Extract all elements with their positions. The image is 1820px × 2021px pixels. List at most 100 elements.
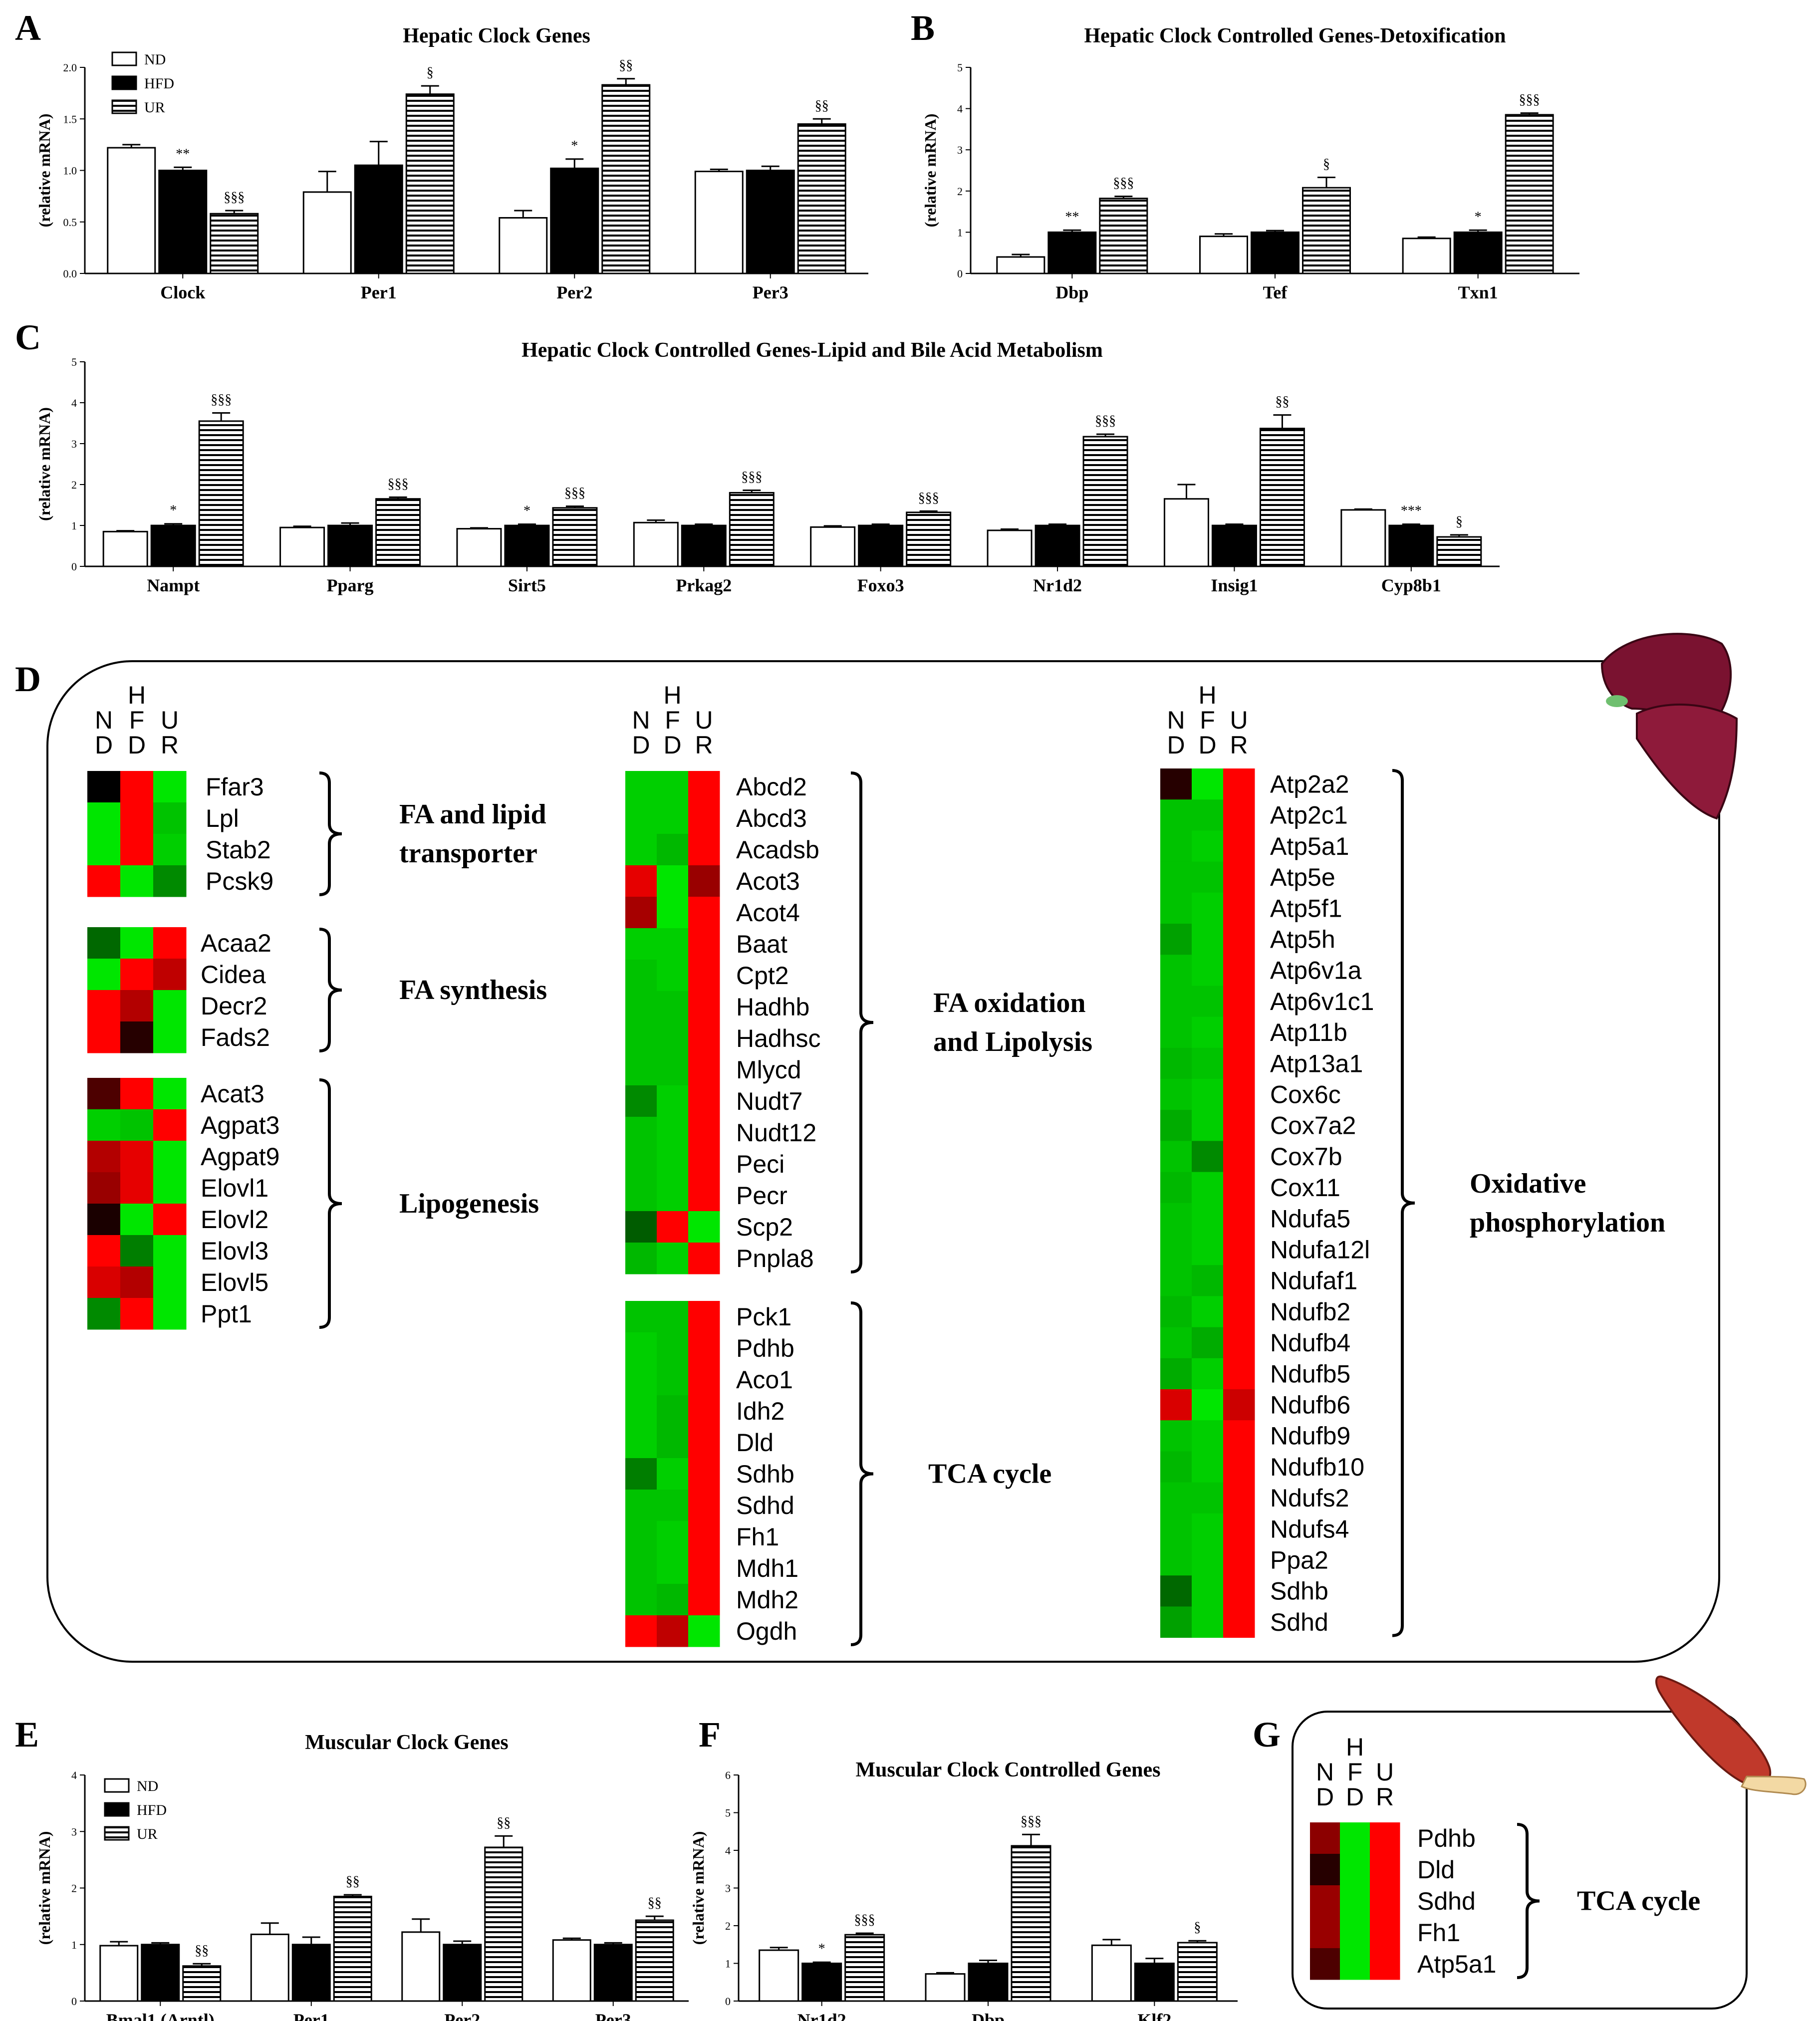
heat-cell-mdh2-hfd	[657, 1584, 689, 1616]
y-tick-label: 1.5	[63, 113, 77, 125]
legend-swatch-ur	[104, 1826, 130, 1841]
bar-per1-nd	[302, 191, 352, 274]
bar-per2-hfd	[550, 167, 599, 274]
heat-cell-ndufb4-nd	[1160, 1327, 1192, 1359]
column-label-hfd: F	[1347, 1758, 1363, 1786]
heat-cell-stab2-nd	[87, 834, 121, 866]
gene-label-acot4: Acot4	[736, 899, 800, 927]
heat-cell-idh2-ur	[688, 1395, 720, 1427]
legend-swatch-hfd	[104, 1802, 130, 1817]
heat-cell-ppt1-ur	[153, 1298, 187, 1330]
heat-cell-ndufb6-hfd	[1192, 1389, 1224, 1421]
gene-label-cox6c: Cox6c	[1270, 1081, 1341, 1109]
gene-label-ndufaf1: Ndufaf1	[1270, 1267, 1357, 1295]
heat-cell-ndufb6-nd	[1160, 1389, 1192, 1421]
y-axis-label: (relative mRNA)	[921, 114, 939, 228]
gene-label-idh2: Idh2	[736, 1397, 784, 1425]
bar-per2-nd	[499, 217, 548, 274]
legend-label-ur: UR	[144, 99, 165, 116]
significance-marker: §§§	[1519, 92, 1540, 108]
heat-cell-pck1-ur	[688, 1301, 720, 1333]
x-tick-label-tef: Tef	[1263, 282, 1288, 302]
heat-cell-cox7a2-ur	[1223, 1110, 1255, 1141]
heat-cell-pdhb-hfd	[657, 1332, 689, 1364]
heat-cell-pcsk9-nd	[87, 865, 121, 897]
gene-label-sdhd: Sdhd	[1417, 1887, 1476, 1915]
heat-cell-peci-hfd	[657, 1148, 689, 1180]
significance-marker: §§§	[564, 485, 585, 501]
heat-cell-atp5h-ur	[1223, 924, 1255, 955]
gene-label-fads2: Fads2	[201, 1023, 270, 1051]
heat-cell-pdhb-hfd	[1340, 1822, 1370, 1854]
heat-cell-mdh1-nd	[625, 1552, 657, 1584]
y-tick-label: 2	[71, 1882, 77, 1895]
gene-label-elovl1: Elovl1	[201, 1174, 268, 1202]
panel-label-b: B	[911, 8, 935, 48]
heat-cell-cidea-hfd	[120, 959, 154, 991]
heat-cell-nudt7-hfd	[657, 1085, 689, 1117]
heat-cell-ndufb10-ur	[1223, 1451, 1255, 1483]
heat-cell-aco1-ur	[688, 1364, 720, 1396]
heat-cell-cox11-hfd	[1192, 1172, 1224, 1204]
bar-pparg-nd	[279, 526, 325, 567]
gene-label-ndufb9: Ndufb9	[1270, 1422, 1350, 1450]
heat-cell-sdhd-nd	[1160, 1606, 1192, 1638]
bar-prkag2-ur	[729, 492, 775, 567]
gene-label-atp2c1: Atp2c1	[1270, 801, 1348, 829]
chart-title: Muscular Clock Controlled Genes	[856, 1759, 1161, 1781]
group-label: TCA cycle	[1577, 1886, 1700, 1917]
heat-cell-sdhb-ur	[688, 1458, 720, 1490]
heat-cell-atp5a1-hfd	[1340, 1948, 1370, 1980]
y-tick-label: 2	[725, 1920, 731, 1932]
heat-cell-atp5a1-hfd	[1192, 830, 1224, 862]
gene-label-cox7a2: Cox7a2	[1270, 1112, 1356, 1140]
heat-cell-lpl-nd	[87, 802, 121, 834]
heat-cell-ndufs4-nd	[1160, 1513, 1192, 1545]
x-tick-label-nampt: Nampt	[147, 575, 200, 595]
heat-cell-atp6v1c1-nd	[1160, 986, 1192, 1017]
heat-cell-agpat9-ur	[153, 1141, 187, 1173]
legend-swatch-nd	[111, 51, 137, 66]
heat-cell-acot4-ur	[688, 897, 720, 929]
gene-label-atp5a1: Atp5a1	[1270, 832, 1349, 860]
bar-insig1-hfd	[1211, 524, 1257, 567]
x-tick-label-cyp8b1: Cyp8b1	[1381, 575, 1441, 595]
heat-cell-pecr-hfd	[657, 1180, 689, 1212]
gene-label-lpl: Lpl	[206, 804, 239, 832]
gene-label-atp5e: Atp5e	[1270, 863, 1335, 891]
heat-cell-decr2-nd	[87, 990, 121, 1022]
significance-marker: §	[1323, 157, 1330, 172]
y-tick-label: 1	[957, 226, 963, 239]
x-tick-label-per1: Per1	[361, 282, 397, 302]
bar-per1-hfd	[354, 164, 403, 274]
gene-label-decr2: Decr2	[201, 992, 267, 1020]
heat-cell-cidea-ur	[153, 959, 187, 991]
heat-cell-baat-hfd	[657, 928, 689, 960]
column-label-ur: U	[1376, 1758, 1394, 1786]
heat-cell-pck1-hfd	[657, 1301, 689, 1333]
bar-nr1d2-nd	[987, 529, 1033, 567]
x-tick-label-per2: Per2	[444, 2010, 480, 2021]
y-tick-label: 6	[725, 1769, 731, 1781]
heat-cell-atp5e-nd	[1160, 861, 1192, 893]
heat-cell-dld-hfd	[657, 1427, 689, 1459]
group-brace	[319, 771, 342, 896]
column-label-nd: N	[1316, 1758, 1334, 1786]
bar-clock-hfd	[158, 170, 208, 274]
gene-label-atp5f1: Atp5f1	[1270, 894, 1342, 922]
heat-cell-stab2-hfd	[120, 834, 154, 866]
heat-cell-dld-hfd	[1340, 1854, 1370, 1886]
heat-cell-fh1-ur	[1370, 1917, 1400, 1949]
group-label: FA oxidation	[933, 988, 1085, 1018]
chart-title: Hepatic Clock Controlled Genes-Detoxific…	[1084, 24, 1506, 47]
gene-label-pcsk9: Pcsk9	[206, 867, 273, 895]
heat-cell-atp5a1-nd	[1310, 1948, 1340, 1980]
y-tick-label: 0	[71, 1995, 77, 2008]
heat-cell-acaa2-hfd	[120, 927, 154, 959]
heat-cell-ndufa5-hfd	[1192, 1203, 1224, 1235]
column-label-hfd: D	[1346, 1783, 1364, 1811]
heat-cell-idh2-hfd	[657, 1395, 689, 1427]
heat-cell-elovl5-ur	[153, 1266, 187, 1298]
heat-cell-cox7a2-hfd	[1192, 1110, 1224, 1141]
